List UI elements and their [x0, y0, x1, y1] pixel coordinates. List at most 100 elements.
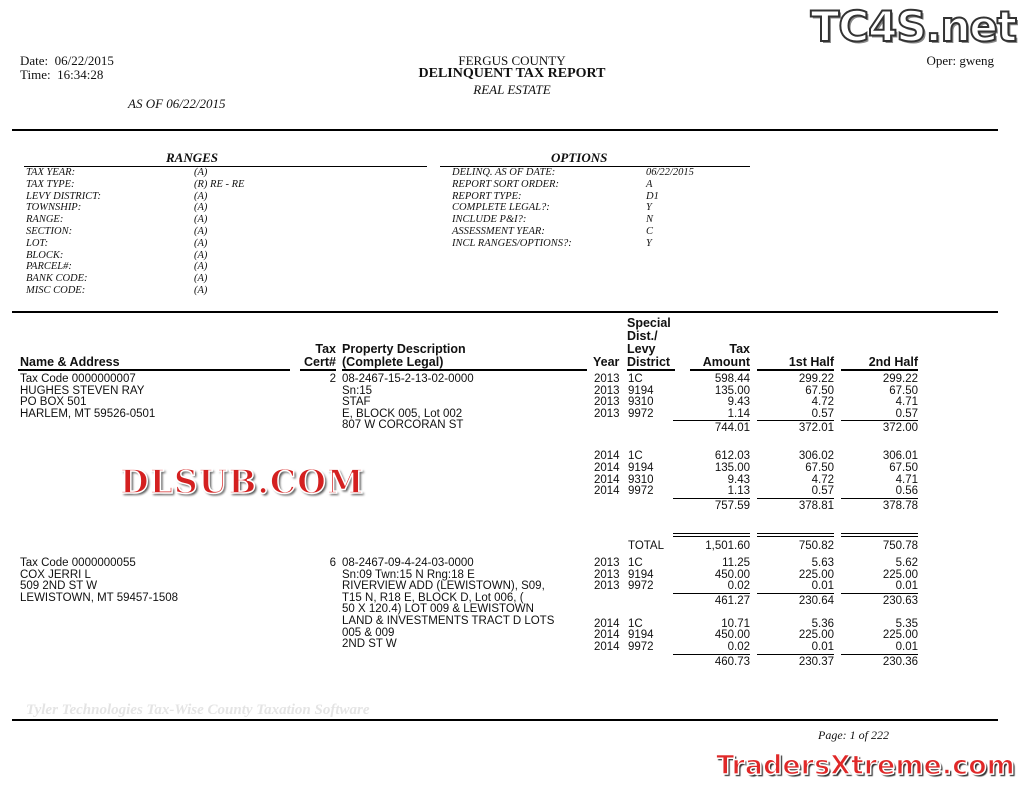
levy-district: 1C — [628, 557, 643, 569]
ranges-value: (A) — [194, 167, 208, 178]
divider — [841, 535, 918, 537]
year: 2013 — [594, 396, 620, 409]
options-label: INCL RANGES/OPTIONS?: — [452, 237, 572, 249]
col-levy-line1: Special Dist./ — [627, 316, 671, 343]
levy-district: 9194 — [628, 462, 654, 474]
options-item: REPORT TYPE: D1 — [452, 191, 694, 203]
ranges-value: (A) — [194, 284, 208, 296]
tax-amount: 11.25 — [722, 557, 750, 569]
ranges-list: TAX YEAR: (A) TAX TYPE: (R) RE - RE LEVY DIS… — [26, 167, 244, 297]
address-line: LEWISTOWN, MT 59457-1508 — [20, 591, 179, 604]
options-item: ASSESSMENT YEAR: C — [452, 226, 694, 238]
second-half: 67.50 — [889, 462, 918, 474]
tax-amount: 9.43 — [727, 473, 750, 486]
year: 2014 — [594, 473, 620, 486]
first-half: 5.63 — [811, 557, 834, 569]
second-half: 0.01 — [895, 641, 918, 653]
legal-line: 08-2467-09-4-24-03-0000 — [342, 557, 474, 569]
operator: Oper: gweng — [926, 53, 994, 68]
levy-district: 9194 — [628, 629, 654, 642]
second-half: 0.56 — [895, 485, 918, 498]
first-half: 225.00 — [798, 629, 834, 642]
options-label: COMPLETE LEGAL?: — [452, 202, 550, 214]
subtotal-second-half: 378.78 — [882, 499, 918, 512]
divider — [18, 369, 290, 371]
levy-district: 9194 — [628, 384, 654, 397]
options-label: REPORT TYPE: — [452, 190, 522, 202]
tax-amount: 10.71 — [721, 617, 750, 630]
options-value: D1 — [646, 190, 659, 202]
tax-amount: 0.02 — [727, 641, 750, 653]
levy-district: 9194 — [628, 568, 654, 581]
options-label: REPORT SORT ORDER: — [452, 178, 559, 190]
total-second-half: 750.78 — [882, 539, 918, 552]
options-item: INCLUDE P&I?: N — [452, 214, 694, 226]
second-half: 67.50 — [889, 384, 918, 397]
options-value: Y — [646, 237, 652, 249]
first-half: 306.02 — [798, 450, 834, 463]
first-half: 4.72 — [811, 473, 834, 486]
second-half: 306.01 — [882, 450, 918, 463]
tax-cert: 6 — [329, 557, 336, 569]
options-value: Y — [646, 202, 652, 214]
date-label: Date: — [20, 53, 49, 68]
subtotal-first-half: 372.01 — [798, 422, 834, 435]
divider — [12, 719, 998, 721]
ranges-value: (A) — [194, 214, 208, 226]
options-value: N — [646, 214, 654, 226]
levy-district: 9972 — [628, 641, 654, 653]
options-label: ASSESSMENT YEAR: — [452, 225, 545, 237]
col-cert-line2: Cert# — [304, 355, 336, 369]
tax-amount: 450.00 — [714, 568, 750, 581]
col-year: Year — [593, 355, 620, 369]
levy-district: 9972 — [628, 407, 654, 420]
year: 2014 — [594, 485, 620, 498]
divider — [440, 166, 750, 167]
software-footer: Tyler Technologies Tax-Wise County Taxat… — [26, 702, 370, 718]
ranges-value: (A) — [194, 261, 208, 273]
subtotal-tax-amount: 744.01 — [714, 422, 750, 435]
levy-district: 9310 — [628, 473, 654, 486]
first-half: 225.00 — [798, 568, 834, 581]
ranges-item: LOT: (A) — [26, 238, 244, 250]
address-line: Tax Code 0000000055 — [20, 557, 136, 569]
options-label: DELINQ. AS OF DATE: — [452, 167, 556, 178]
year: 2013 — [594, 568, 620, 581]
col-cert-line1: Tax — [315, 342, 336, 356]
options-item: COMPLETE LEGAL?: Y — [452, 202, 694, 214]
county-name: FERGUS COUNTY — [458, 53, 566, 68]
year: 2013 — [594, 557, 620, 569]
page-number: Page: 1 of 222 — [818, 728, 889, 742]
col-cert: Tax Cert# — [290, 343, 336, 369]
ranges-item: PARCEL#: (A) — [26, 261, 244, 273]
subtotal-first-half: 230.37 — [798, 655, 834, 668]
legal-line: LAND & INVESTMENTS TRACT D LOTS — [342, 615, 555, 627]
ranges-item: RANGE: (A) — [26, 214, 244, 226]
tax-amount: 9.43 — [727, 396, 750, 409]
divider — [841, 592, 918, 594]
time-value: 16:34:28 — [57, 67, 104, 82]
legal-line: RIVERVIEW ADD (LEWISTOWN), S09, — [342, 580, 545, 593]
levy-district: 9972 — [628, 485, 654, 498]
legal-line: 2ND ST W — [342, 638, 397, 651]
options-value: C — [646, 225, 654, 237]
divider — [757, 653, 834, 655]
address-line: HUGHES STEVEN RAY — [20, 384, 145, 397]
ranges-value: (R) RE - RE — [194, 178, 245, 190]
divider — [841, 653, 918, 655]
legal-line: 50 X 120.4) LOT 009 & LEWISTOWN — [342, 603, 534, 616]
subtotal-second-half: 230.63 — [882, 594, 918, 607]
divider — [841, 532, 918, 534]
total-first-half: 750.82 — [798, 539, 834, 552]
legal-line: Sn:09 Twn:15 N Rng:18 E — [342, 568, 475, 581]
ranges-item: MISC CODE: (A) — [26, 285, 244, 297]
options-value: 06/22/2015 — [646, 167, 694, 178]
col-second-half: 2nd Half — [868, 355, 918, 369]
year: 2014 — [594, 641, 620, 653]
col-description-line1: Property Description — [342, 342, 466, 356]
ranges-value: (A) — [194, 273, 208, 285]
year: 2013 — [594, 407, 620, 420]
first-half: 67.50 — [805, 384, 834, 397]
divider — [757, 592, 834, 594]
col-description-line2: (Complete Legal) — [342, 355, 444, 369]
